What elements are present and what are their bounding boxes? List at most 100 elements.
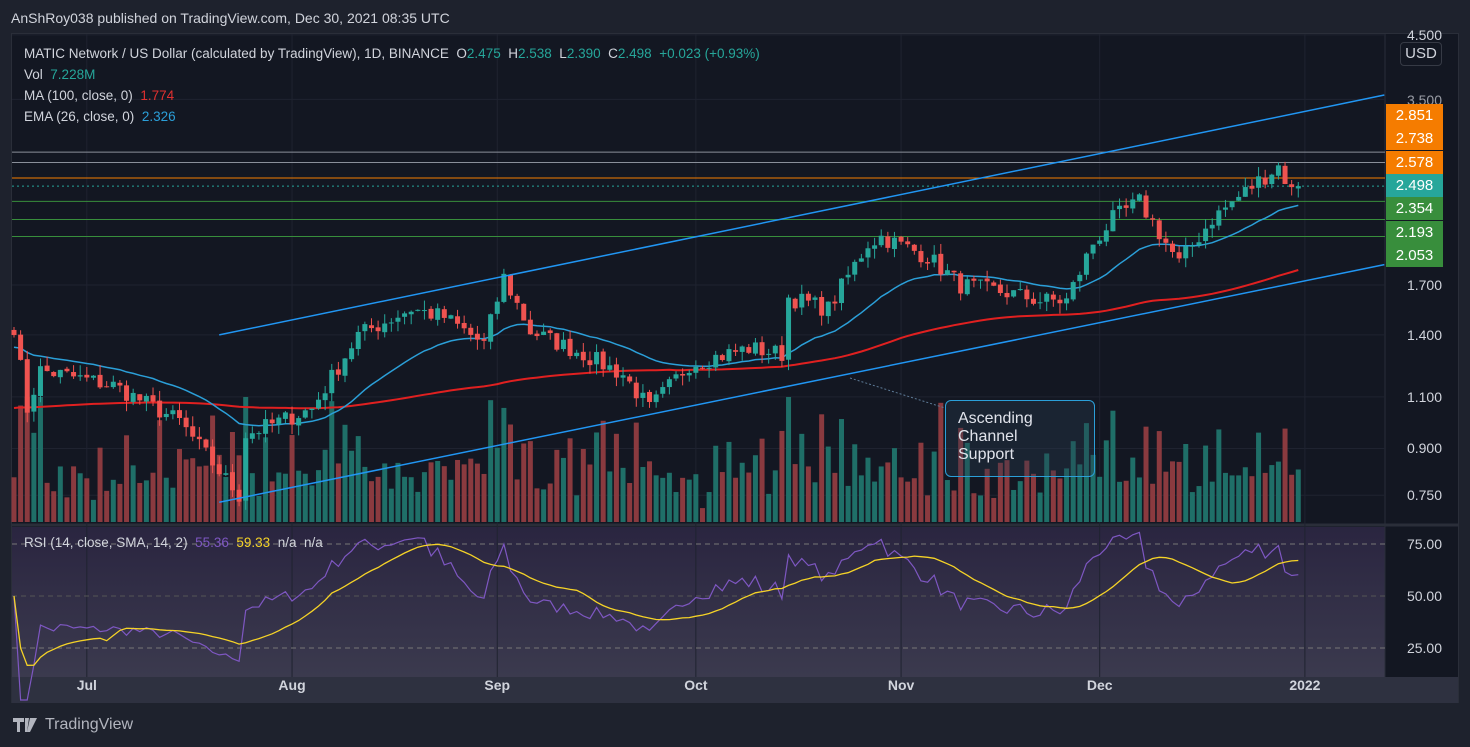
candle-body [666, 379, 672, 388]
volume-bar [1209, 481, 1215, 522]
candle-body [554, 333, 560, 350]
candle-body [1136, 194, 1142, 201]
volume-bar [1176, 461, 1182, 522]
candle-body [137, 394, 143, 401]
volume-bar [607, 471, 613, 522]
volume-bar [885, 462, 891, 522]
volume-bar [766, 493, 772, 522]
candle-body [759, 342, 765, 356]
candle-body [1083, 253, 1089, 275]
volume-bar [104, 490, 110, 522]
volume-bar [84, 478, 90, 522]
candle-body [31, 394, 37, 412]
currency-button[interactable]: USD [1400, 42, 1442, 66]
candle-body [1289, 184, 1295, 188]
candle-body [421, 310, 427, 312]
candle-body [481, 339, 487, 341]
volume-bar [1057, 478, 1063, 522]
candle-body [620, 375, 626, 378]
volume-bar [567, 438, 573, 522]
candle-body [183, 417, 189, 428]
candle-body [269, 419, 275, 424]
volume-bar [653, 475, 659, 522]
candle-body [117, 382, 123, 386]
candle-body [832, 301, 838, 304]
volume-bar [891, 448, 897, 522]
candle-body [779, 345, 785, 361]
candle-body [37, 366, 43, 397]
candle-body [819, 297, 825, 316]
candle-body [713, 354, 719, 368]
candle-body [1077, 274, 1083, 282]
candle-body [733, 350, 739, 352]
volume-bar [375, 476, 381, 522]
candle-body [349, 348, 355, 360]
candle-body [150, 395, 156, 402]
symbol-legend: MATIC Network / US Dollar (calculated by… [24, 46, 760, 61]
volume-bar [196, 466, 202, 522]
rsi-legend: RSI (14, close, SMA, 14, 2) 55.36 59.33 … [24, 535, 323, 550]
volume-bar [944, 480, 950, 522]
volume-bar [415, 491, 421, 522]
time-tick-Oct: Oct [684, 677, 708, 693]
volume-bar [1163, 471, 1169, 522]
volume-bar [839, 419, 844, 522]
volume-bar [1030, 473, 1036, 522]
time-tick-Sep: Sep [484, 677, 511, 693]
volume-bar [845, 485, 851, 522]
candle-body [580, 351, 586, 361]
volume-bar [77, 473, 83, 522]
volume-bar [1017, 481, 1023, 522]
volume-bar [335, 463, 341, 522]
tradingview-logo[interactable]: TradingView [13, 716, 133, 734]
candle-body [1150, 218, 1156, 220]
candle-body [276, 417, 282, 425]
open-label: O [456, 46, 467, 61]
volume-bar [322, 449, 328, 522]
volume-bar [574, 495, 580, 522]
open-value: 2.475 [466, 46, 501, 61]
candle-body [18, 334, 24, 360]
volume-bar [90, 499, 96, 522]
candle-body [395, 317, 401, 322]
candle-body [1216, 210, 1222, 226]
annotation-ascending-channel-support[interactable]: Ascending Channel Support [945, 400, 1095, 477]
volume-bar [37, 397, 43, 522]
ema-26-line [13, 204, 1299, 427]
candle-body [415, 309, 421, 311]
volume-bar [560, 457, 566, 522]
candle-body [541, 331, 547, 336]
volume-bar [733, 477, 739, 522]
volume-bar [1097, 476, 1103, 522]
volume-bar [1156, 431, 1162, 522]
volume-bar [468, 458, 474, 522]
candle-body [177, 410, 182, 419]
volume-bar [302, 473, 308, 522]
candle-body [296, 418, 302, 426]
candle-body [726, 349, 732, 362]
volume-bar [1216, 429, 1222, 522]
candle-body [362, 324, 368, 332]
volume-bar [1070, 441, 1076, 522]
time-tick-Jul: Jul [76, 677, 97, 693]
time-tick-Dec: Dec [1086, 677, 1113, 693]
candle-body [1209, 224, 1215, 229]
candle-body [24, 359, 30, 413]
price-tag-2.053: 2.053 [1386, 243, 1443, 267]
volume-bar [150, 472, 156, 522]
candle-body [501, 273, 507, 302]
time-axis [12, 677, 1458, 703]
candle-body [885, 236, 891, 248]
volume-bar [501, 407, 507, 522]
volume-bar [666, 472, 672, 522]
time-tick-Nov: Nov [887, 677, 915, 693]
candle-body [1295, 186, 1301, 189]
candle-body [408, 311, 414, 315]
volume-bar [474, 463, 480, 522]
volume-bar [699, 508, 705, 522]
volume-bar [693, 474, 699, 522]
volume-bar [481, 473, 487, 522]
candle-body [71, 372, 77, 377]
volume-bar [177, 449, 182, 522]
